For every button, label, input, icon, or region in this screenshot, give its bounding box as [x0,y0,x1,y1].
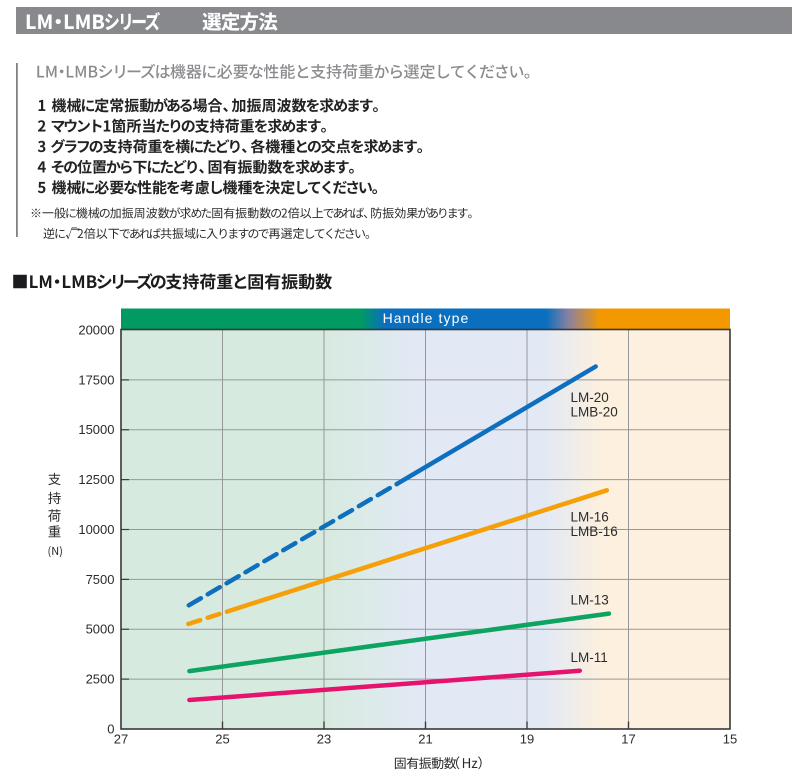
svg-text:7500: 7500 [86,572,115,587]
svg-text:LM-11: LM-11 [571,650,608,665]
svg-text:10000: 10000 [78,522,114,537]
svg-text:LM-13: LM-13 [571,592,609,607]
svg-text:27: 27 [114,732,128,747]
svg-text:5000: 5000 [86,622,115,637]
svg-text:15: 15 [723,732,737,747]
svg-text:17: 17 [621,732,635,747]
svg-text:LMB-20: LMB-20 [571,404,618,419]
svg-text:2500: 2500 [86,672,115,687]
svg-text:0: 0 [107,721,114,736]
svg-text:12500: 12500 [78,472,114,487]
svg-text:17500: 17500 [78,372,114,387]
svg-text:19: 19 [520,732,534,747]
svg-text:Handle type: Handle type [383,310,470,326]
svg-text:25: 25 [215,732,229,747]
svg-text:LM-20: LM-20 [571,390,609,405]
svg-text:LMB-16: LMB-16 [571,524,618,539]
svg-text:23: 23 [317,732,331,747]
svg-text:21: 21 [418,732,432,747]
svg-text:20000: 20000 [78,322,114,337]
svg-text:15000: 15000 [78,422,114,437]
svg-text:LM-16: LM-16 [571,510,609,525]
